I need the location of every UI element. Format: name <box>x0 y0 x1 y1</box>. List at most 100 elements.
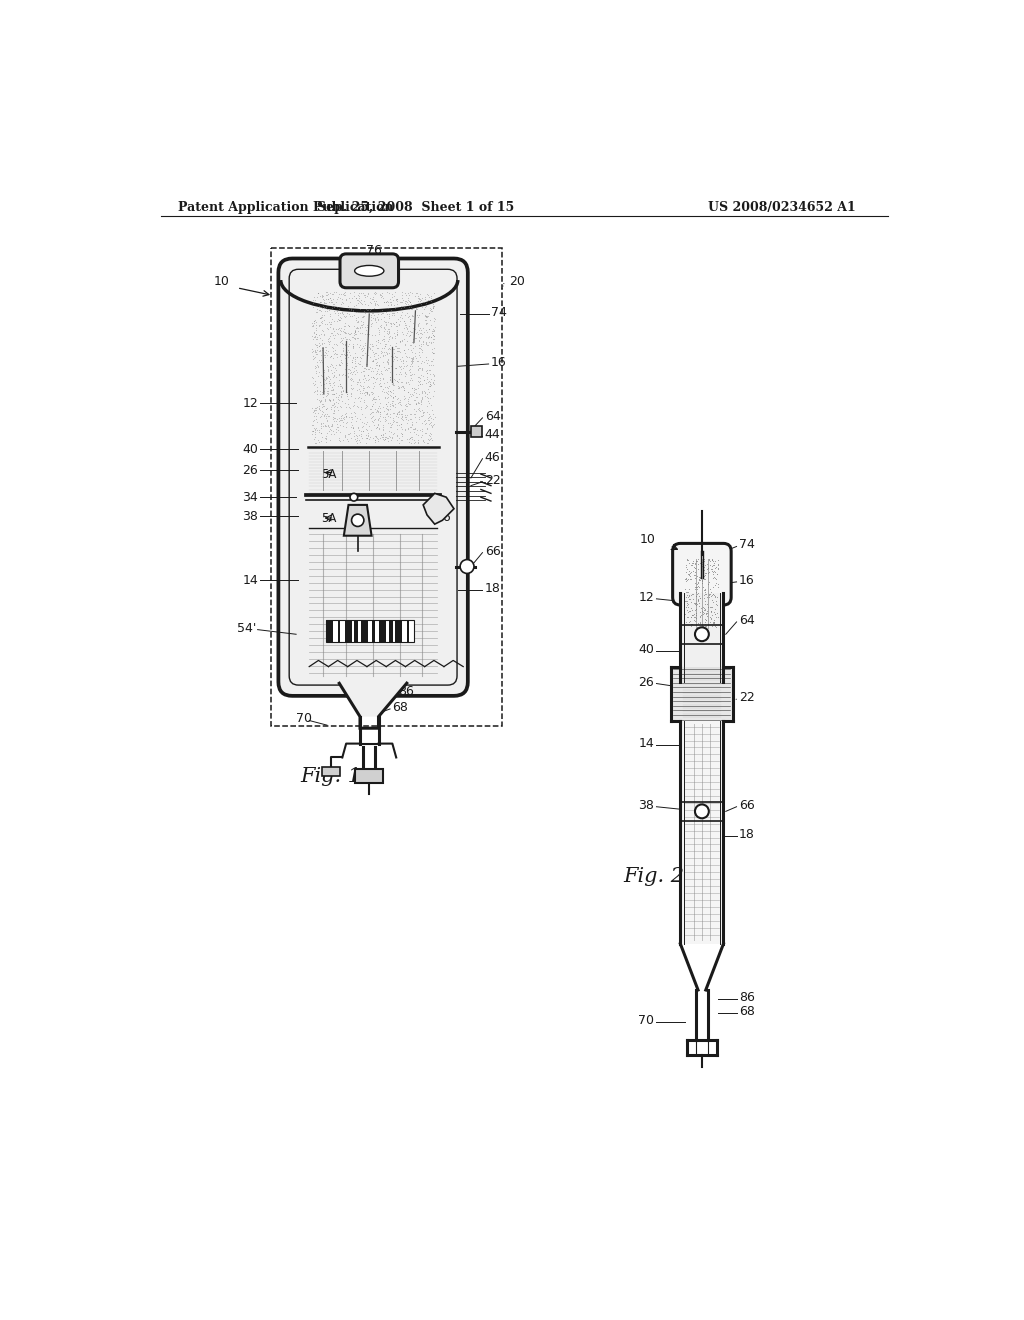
Point <box>383 292 399 313</box>
Point <box>393 408 410 429</box>
Point <box>340 367 356 388</box>
Point <box>333 384 349 405</box>
Point <box>359 284 376 305</box>
Point <box>315 401 332 422</box>
Bar <box>671 667 733 721</box>
Point <box>687 576 703 597</box>
Point <box>350 293 367 314</box>
Point <box>402 403 419 424</box>
Point <box>349 312 366 333</box>
Point <box>367 308 383 329</box>
Point <box>387 356 403 378</box>
Point <box>308 327 325 348</box>
Bar <box>360 620 368 642</box>
Point <box>390 341 407 362</box>
Point <box>383 300 399 321</box>
Point <box>695 549 712 570</box>
Point <box>708 603 724 624</box>
Bar <box>345 620 351 642</box>
Point <box>407 381 423 403</box>
Point <box>411 342 427 363</box>
Point <box>362 399 379 420</box>
Point <box>309 388 326 409</box>
Point <box>371 409 387 430</box>
Point <box>422 372 438 393</box>
Point <box>332 302 348 323</box>
Point <box>683 606 699 627</box>
Point <box>422 374 438 395</box>
Point <box>338 405 354 426</box>
Point <box>344 351 360 372</box>
Point <box>390 355 407 376</box>
Point <box>327 375 343 396</box>
Point <box>357 342 374 363</box>
Point <box>310 333 327 354</box>
Point <box>307 319 324 341</box>
Point <box>423 414 439 436</box>
Point <box>385 385 401 407</box>
Point <box>411 391 427 412</box>
Point <box>358 428 375 449</box>
Point <box>399 372 416 393</box>
Text: 18: 18 <box>739 828 755 841</box>
Point <box>401 315 418 337</box>
Point <box>365 286 381 308</box>
Text: 86: 86 <box>739 991 755 1005</box>
Point <box>378 409 394 430</box>
Point <box>420 408 436 429</box>
Point <box>350 317 367 338</box>
Point <box>396 366 413 387</box>
Point <box>332 421 348 442</box>
Point <box>377 407 393 428</box>
Point <box>368 388 384 409</box>
Point <box>348 289 365 310</box>
Point <box>305 400 322 421</box>
Point <box>403 351 420 372</box>
Point <box>374 342 390 363</box>
Point <box>317 428 334 449</box>
Point <box>408 393 424 414</box>
Text: 64: 64 <box>739 614 755 627</box>
Point <box>372 346 388 367</box>
Point <box>387 312 403 333</box>
Point <box>327 297 343 318</box>
Point <box>310 335 327 356</box>
Point <box>335 379 351 400</box>
Point <box>688 603 705 624</box>
Point <box>385 290 401 312</box>
Point <box>322 304 338 325</box>
Point <box>705 564 721 585</box>
Point <box>416 318 432 339</box>
Point <box>690 572 707 593</box>
Point <box>406 399 422 420</box>
Point <box>318 383 335 404</box>
Point <box>393 376 410 397</box>
Point <box>415 401 431 422</box>
Point <box>372 368 388 389</box>
Point <box>694 556 711 577</box>
Point <box>385 412 401 433</box>
Point <box>379 351 395 372</box>
Point <box>361 323 378 345</box>
Point <box>332 319 348 341</box>
Point <box>397 420 414 441</box>
Point <box>360 422 377 444</box>
Point <box>361 376 378 397</box>
Point <box>387 335 403 356</box>
Point <box>313 413 330 434</box>
Point <box>354 306 371 327</box>
Point <box>410 359 426 380</box>
Point <box>335 338 351 359</box>
Point <box>389 425 406 446</box>
Point <box>358 432 375 453</box>
Point <box>357 370 374 391</box>
Point <box>407 285 423 306</box>
Point <box>337 312 353 333</box>
Point <box>399 418 416 440</box>
Point <box>382 289 398 310</box>
Point <box>335 304 351 325</box>
Point <box>360 337 377 358</box>
Point <box>317 425 334 446</box>
Point <box>401 292 418 313</box>
Point <box>348 288 365 309</box>
